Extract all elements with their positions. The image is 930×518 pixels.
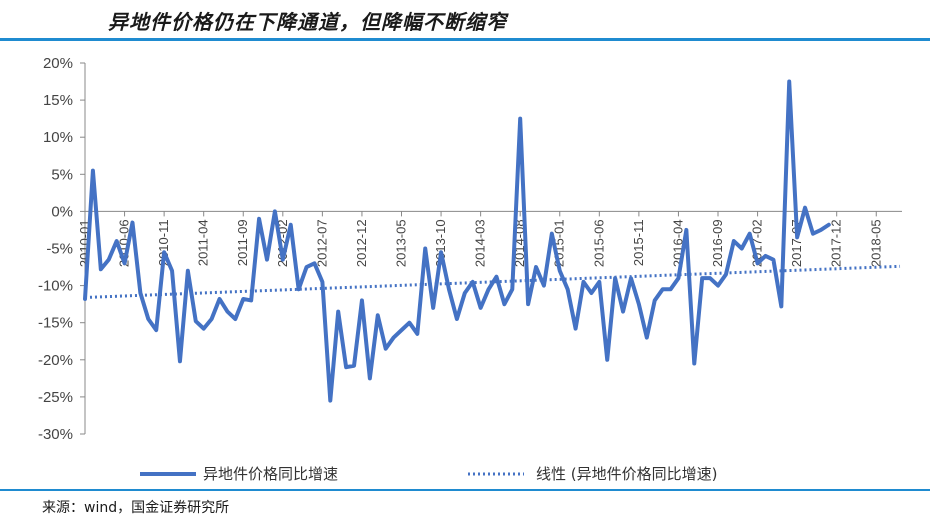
x-tick-label: 2012-07 [314,219,329,267]
y-tick-label: -30% [38,426,73,443]
x-tick-label: 2011-09 [235,219,250,266]
x-tick-label: 2018-05 [868,219,883,267]
x-tick-label: 2017-02 [750,219,765,267]
y-tick-label: -10% [38,278,73,295]
legend-label-series: 异地件价格同比增速 [203,465,338,483]
x-axis: 2010-01 2010-06 2010-11 2011-04 2011-09 2012-… [77,210,902,267]
x-tick-label: 2013-10 [433,219,448,267]
y-tick-label: 20% [43,55,73,72]
x-tick-label: 2015-11 [631,219,646,266]
x-tick-label: 2014-03 [473,219,488,267]
y-tick-label: 15% [43,92,73,109]
y-tick-label: 5% [51,166,73,183]
legend: 异地件价格同比增速 线性 (异地件价格同比增速) [140,465,717,483]
y-tick-label: 10% [43,129,73,146]
page-title: 异地件价格仍在下降通道，但降幅不断缩窄 [108,10,507,34]
x-tick-label: 2016-09 [710,219,725,267]
footer-rule [0,489,930,491]
x-tick-label: 2015-06 [591,219,606,267]
x-tick-label: 2013-05 [394,219,409,267]
trend-line [84,264,901,299]
legend-label-trend: 线性 (异地件价格同比增速) [536,465,717,483]
x-tick-label: 2010-11 [156,219,171,266]
y-tick-label: -25% [38,389,73,406]
y-tick-label: -5% [46,241,73,258]
y-tick-label: -15% [38,315,73,332]
x-tick-label: 2012-12 [354,219,369,267]
series-layer [83,79,901,403]
x-tick-label: 2011-04 [196,219,211,266]
title-rule [0,38,930,41]
y-axis: 20% 15% 10% 5% 0% -5% -10% -15% -20% -25% -30% [38,55,86,443]
y-tick-label: -20% [38,352,73,369]
y-tick-label: 0% [51,203,73,220]
source-note: 来源：wind，国金证券研究所 [42,500,230,516]
x-tick-label: 2017-12 [829,219,844,267]
